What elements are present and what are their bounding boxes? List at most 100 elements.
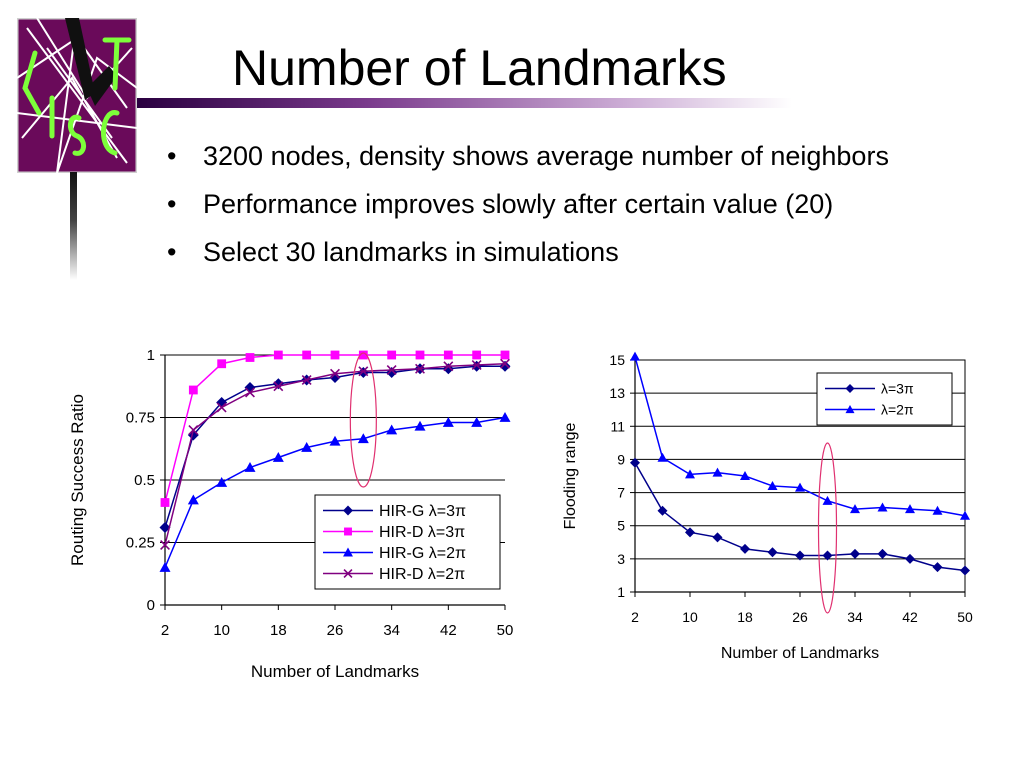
data-point xyxy=(386,424,398,435)
series-1 xyxy=(160,350,510,507)
x-axis-label: Number of Landmarks xyxy=(251,662,419,681)
data-point xyxy=(471,360,483,372)
y-tick-label: 7 xyxy=(617,485,625,501)
data-point xyxy=(657,452,668,462)
data-point xyxy=(442,363,454,375)
series-2 xyxy=(159,412,511,572)
data-point xyxy=(499,360,511,372)
legend-label: HIR-D λ=2π xyxy=(379,566,465,583)
x-tick-label: 34 xyxy=(383,622,400,639)
y-tick-label: 0.5 xyxy=(134,472,155,489)
data-point xyxy=(188,425,199,435)
data-point xyxy=(415,350,425,360)
x-tick-label: 2 xyxy=(631,609,639,625)
highlight-ellipse xyxy=(817,442,838,614)
data-point xyxy=(657,505,668,516)
bullet-text: 3200 nodes, density shows average number… xyxy=(203,141,889,171)
y-tick-label: 0 xyxy=(147,597,155,614)
legend-swatch-marker xyxy=(845,384,855,393)
data-point xyxy=(273,381,284,392)
y-tick-label: 0.75 xyxy=(126,410,155,427)
x-axis-label: Number of Landmarks xyxy=(721,645,879,662)
data-point xyxy=(245,353,255,362)
legend-label: HIR-D λ=3π xyxy=(379,524,465,541)
data-point xyxy=(387,350,397,360)
data-point xyxy=(850,504,860,514)
legend-label: HIR-G λ=2π xyxy=(379,545,466,562)
legend-swatch-marker xyxy=(845,405,855,414)
data-point xyxy=(216,477,228,487)
data-point xyxy=(472,350,482,360)
x-tick-label: 50 xyxy=(497,622,514,639)
data-point xyxy=(386,367,398,378)
data-point xyxy=(740,543,750,554)
cip-logo-icon xyxy=(17,18,137,173)
legend-label: HIR-G λ=3π xyxy=(379,503,466,520)
data-point xyxy=(357,367,369,378)
data-point xyxy=(442,417,454,427)
data-point xyxy=(414,420,426,431)
routing-success-chart: 0 0.25 0.5 0.75 1 2 10 18 26 34 42 50 Number of Land… xyxy=(68,347,514,681)
data-point xyxy=(712,467,723,477)
data-point xyxy=(471,417,483,427)
y-tick-label: 15 xyxy=(609,352,625,368)
legend: λ=3π λ=2π xyxy=(816,372,953,426)
data-point xyxy=(217,359,227,369)
bullet-marker: • xyxy=(167,141,177,171)
legend-swatch-marker xyxy=(344,527,352,536)
y-axis-label: Flooding range xyxy=(562,423,579,530)
data-point xyxy=(795,550,805,561)
data-point xyxy=(160,498,170,507)
data-point xyxy=(767,547,778,558)
data-point xyxy=(159,522,171,533)
data-point xyxy=(960,510,970,520)
y-axis-label: Routing Success Ratio xyxy=(68,394,87,566)
legend-swatch-marker xyxy=(343,505,353,516)
legend-label: λ=3π xyxy=(881,380,914,396)
title-underline-bar xyxy=(137,98,792,108)
y-tick-label: 0.25 xyxy=(126,535,155,552)
data-point xyxy=(159,562,171,572)
x-tick-label: 18 xyxy=(270,622,287,639)
data-point xyxy=(905,504,915,514)
data-point xyxy=(877,548,888,559)
data-point xyxy=(358,366,369,377)
data-point xyxy=(471,360,482,370)
data-point xyxy=(358,350,368,360)
x-tick-label: 26 xyxy=(327,622,344,639)
data-point xyxy=(301,442,313,452)
bullet-marker: • xyxy=(167,237,177,267)
page-title: Number of Landmarks xyxy=(232,40,727,96)
data-point xyxy=(301,375,312,385)
data-point xyxy=(767,480,778,490)
data-point xyxy=(188,385,198,395)
y-tick-label: 11 xyxy=(610,418,625,434)
data-point xyxy=(500,358,510,369)
data-point xyxy=(712,532,723,543)
y-tick-label: 3 xyxy=(617,551,625,567)
data-point xyxy=(302,350,312,360)
data-point xyxy=(685,527,695,538)
x-tick-label: 42 xyxy=(440,622,457,639)
data-point xyxy=(273,350,283,360)
list-item: • Select 30 landmarks in simulations xyxy=(165,234,1015,270)
decorative-vertical-bar xyxy=(70,172,77,280)
data-point xyxy=(630,351,640,361)
data-point xyxy=(905,553,915,564)
data-point xyxy=(443,361,454,372)
x-tick-label: 26 xyxy=(792,609,808,625)
bullet-marker: • xyxy=(167,189,177,219)
data-point xyxy=(357,433,369,444)
data-point xyxy=(740,471,750,480)
bullet-list: • 3200 nodes, density shows average numbe… xyxy=(165,138,1015,282)
data-point xyxy=(877,502,888,512)
y-tick-label: 1 xyxy=(617,584,625,600)
data-point xyxy=(272,378,284,390)
data-point xyxy=(244,462,256,472)
data-point xyxy=(187,494,199,505)
legend-label: λ=2π xyxy=(881,401,914,417)
data-point xyxy=(160,540,170,550)
data-point xyxy=(330,368,340,379)
data-point xyxy=(386,365,397,375)
